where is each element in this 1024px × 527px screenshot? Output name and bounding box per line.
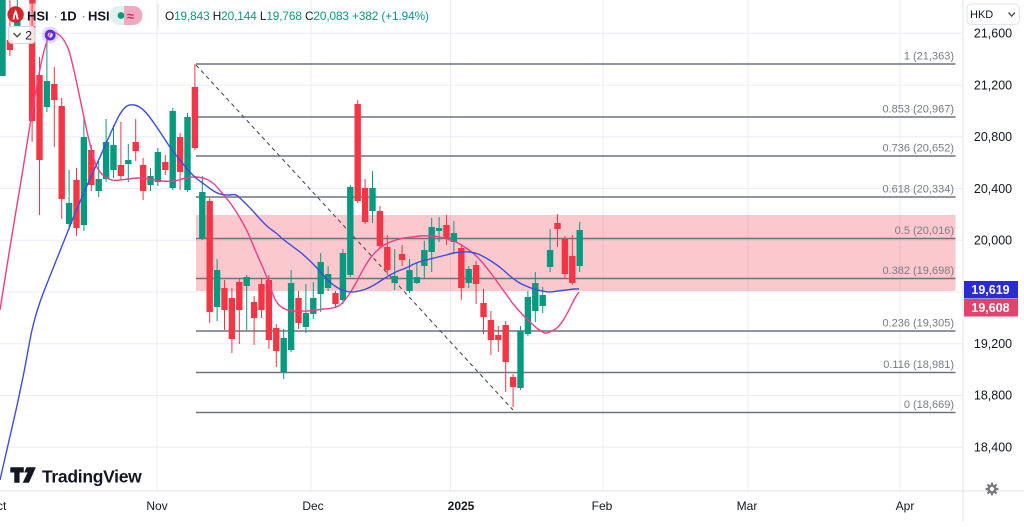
svg-text:1 (21,363): 1 (21,363) bbox=[904, 51, 954, 63]
svg-text:O19,843 H20,144 L19,768 C20,08: O19,843 H20,144 L19,768 C20,083 +382 (+1… bbox=[165, 9, 429, 23]
svg-text:HKD: HKD bbox=[970, 9, 993, 21]
svg-text:Oct: Oct bbox=[0, 499, 7, 513]
svg-text:0.736 (20,652): 0.736 (20,652) bbox=[882, 143, 954, 155]
svg-text:0.236 (19,305): 0.236 (19,305) bbox=[882, 318, 954, 330]
svg-text:2025: 2025 bbox=[448, 499, 475, 513]
svg-text:·: · bbox=[54, 9, 58, 24]
svg-text:Nov: Nov bbox=[146, 499, 167, 513]
svg-text:HSI: HSI bbox=[88, 9, 110, 24]
svg-text:0.5 (20,016): 0.5 (20,016) bbox=[895, 225, 954, 237]
svg-text:TradingView: TradingView bbox=[42, 467, 142, 487]
svg-text:19,619: 19,619 bbox=[971, 283, 1009, 297]
svg-text:20,000: 20,000 bbox=[974, 234, 1012, 248]
svg-text:0.116 (18,981): 0.116 (18,981) bbox=[883, 359, 954, 371]
svg-text:20,800: 20,800 bbox=[974, 130, 1012, 144]
svg-text:Apr: Apr bbox=[896, 499, 915, 513]
svg-text:2: 2 bbox=[25, 29, 32, 43]
svg-text:·: · bbox=[82, 9, 86, 24]
svg-text:Dec: Dec bbox=[302, 499, 323, 513]
svg-text:Mar: Mar bbox=[737, 499, 758, 513]
svg-text:HSI: HSI bbox=[27, 9, 49, 24]
svg-text:21,600: 21,600 bbox=[974, 27, 1012, 41]
svg-text:19,608: 19,608 bbox=[971, 301, 1009, 315]
svg-text:≈: ≈ bbox=[127, 9, 134, 24]
svg-text:19,200: 19,200 bbox=[974, 337, 1012, 351]
svg-text:21,200: 21,200 bbox=[974, 78, 1012, 92]
svg-text:0.618 (20,334): 0.618 (20,334) bbox=[882, 184, 954, 196]
svg-text:1D: 1D bbox=[60, 9, 77, 24]
svg-text:Feb: Feb bbox=[592, 499, 613, 513]
svg-text:20,400: 20,400 bbox=[974, 182, 1012, 196]
svg-text:18,400: 18,400 bbox=[974, 441, 1012, 455]
svg-text:0.853 (20,967): 0.853 (20,967) bbox=[882, 104, 954, 116]
svg-text:0 (18,669): 0 (18,669) bbox=[904, 399, 954, 411]
svg-text:0.382 (19,698): 0.382 (19,698) bbox=[882, 265, 954, 277]
svg-text:18,800: 18,800 bbox=[974, 389, 1012, 403]
